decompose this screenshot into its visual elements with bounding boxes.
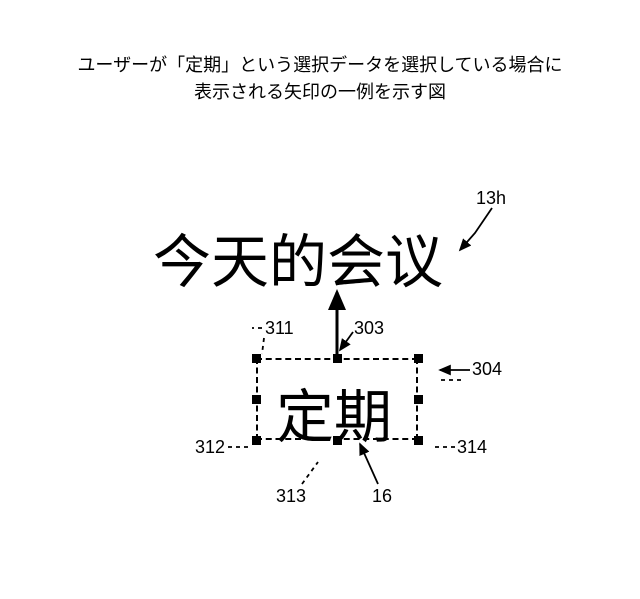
diagram-stage: 今天的会议 定期 13h 311 303 304 312 314 313 16 (0, 0, 640, 599)
leader-lines (0, 0, 640, 599)
